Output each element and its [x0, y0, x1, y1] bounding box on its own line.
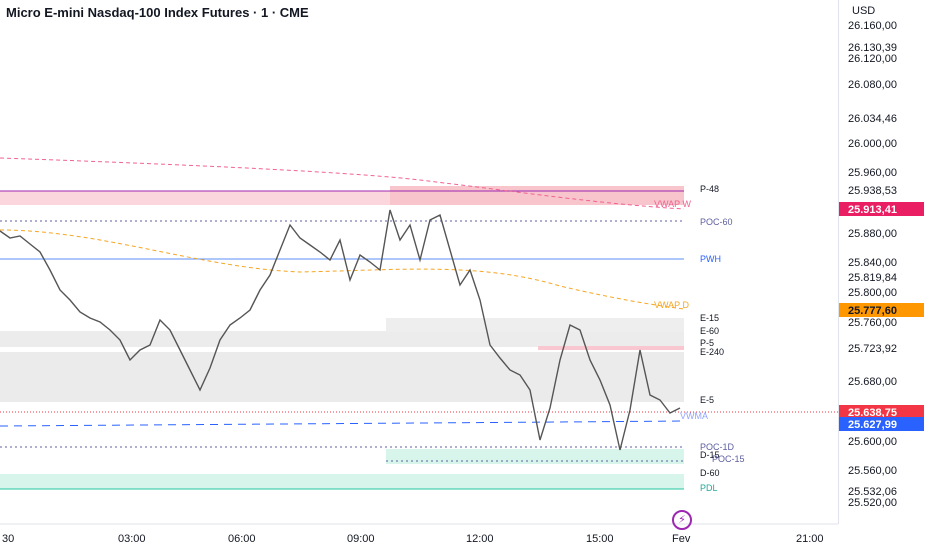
last-price-tag: 25.638,75 [848, 407, 897, 419]
time-tick: 06:00 [228, 533, 256, 545]
label-poc1d: POC-1D [700, 442, 735, 452]
vwma-tag: 25.627,99 [848, 419, 897, 431]
vwma-tag-bg [838, 417, 924, 431]
green-zone-2 [0, 474, 684, 489]
label-e5: E-5 [700, 395, 714, 405]
price-tick: 25.760,00 [848, 317, 897, 329]
vwap-w-line [0, 157, 685, 210]
price-tick: 26.080,00 [848, 79, 897, 91]
chart-title: Micro E-mini Nasdaq-100 Index Futures · … [6, 5, 309, 20]
label-poc15: POC-15 [712, 454, 745, 464]
price-tick: 25.680,00 [848, 376, 897, 388]
pink-zone-right [390, 186, 684, 205]
price-tick: 25.723,92 [848, 343, 897, 355]
price-tick: 25.880,00 [848, 228, 897, 240]
price-tick: 25.960,00 [848, 167, 897, 179]
label-d60: D-60 [700, 468, 720, 478]
vwap-d-tag: 25.777,60 [848, 305, 897, 317]
time-tick: 12:00 [466, 533, 494, 545]
label-e15: E-15 [700, 313, 719, 323]
grey-zone-2 [386, 318, 684, 332]
price-tick: 26.120,00 [848, 53, 897, 65]
price-tick: 25.600,00 [848, 436, 897, 448]
time-tick: 03:00 [118, 533, 146, 545]
label-d15: D-15 [700, 450, 720, 460]
price-tick: 26.160,00 [848, 20, 897, 32]
price-tick: 25.938,53 [848, 185, 897, 197]
vwap-d-tag-bg [838, 303, 924, 317]
price-tick: 26.130,39 [848, 42, 897, 54]
price-tick: 25.800,00 [848, 287, 897, 299]
label-vwma: VWMA [680, 411, 708, 421]
price-tick: 26.000,00 [848, 138, 897, 150]
price-tick: 25.560,00 [848, 465, 897, 477]
time-tick: 09:00 [347, 533, 375, 545]
time-tick: 30 [2, 533, 14, 545]
pink-thin-zone [538, 346, 684, 350]
label-pdl: PDL [700, 483, 718, 493]
label-vwap-w: VWAP W [654, 199, 692, 209]
currency-label[interactable]: USD [852, 5, 876, 17]
vwap-d-line [0, 229, 685, 310]
price-scale-border [838, 0, 839, 524]
vwap-w-tag-bg [838, 202, 924, 216]
time-tick: 15:00 [586, 533, 614, 545]
time-tick: 21:00 [796, 533, 824, 545]
price-series-line [0, 209, 681, 451]
time-tick: Fev [672, 533, 691, 545]
vwma-line [0, 420, 685, 427]
vwap-w-tag: 25.913,41 [848, 204, 897, 216]
lightning-icon[interactable]: ⚡ [672, 510, 692, 530]
grey-zone-1 [0, 331, 684, 347]
price-tick: 25.532,06 [848, 486, 897, 498]
label-p48: P-48 [700, 184, 719, 194]
last-price-tag-bg [838, 405, 924, 419]
price-tick: 26.034,46 [848, 113, 897, 125]
label-poc60: POC-60 [700, 217, 733, 227]
label-p5: P-5 [700, 338, 714, 348]
label-pwh: PWH [700, 254, 721, 264]
price-tick: 25.520,00 [848, 497, 897, 509]
green-zone-1 [386, 449, 684, 464]
pink-zone-left [0, 191, 390, 205]
grey-zone-3 [0, 352, 684, 402]
label-e240: E-240 [700, 347, 724, 357]
price-tick: 25.840,00 [848, 257, 897, 269]
label-vwap-d: VWAP D [654, 300, 690, 310]
label-e60: E-60 [700, 326, 719, 336]
price-tick: 25.819,84 [848, 272, 897, 284]
